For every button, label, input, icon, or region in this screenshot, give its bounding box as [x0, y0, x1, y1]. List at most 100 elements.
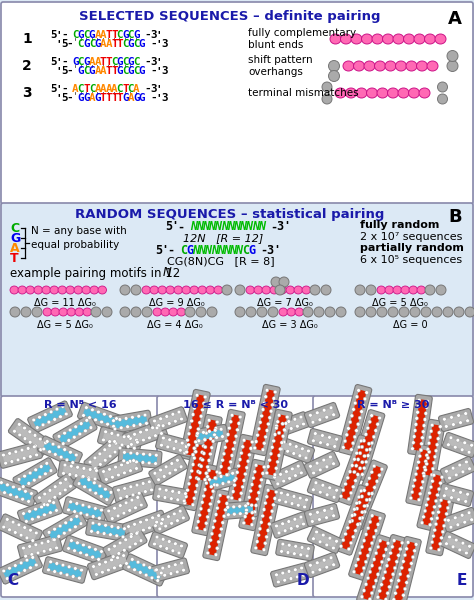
Circle shape: [248, 453, 251, 457]
Text: ': ': [55, 66, 62, 76]
Ellipse shape: [340, 34, 352, 44]
Circle shape: [395, 560, 399, 563]
Circle shape: [352, 535, 355, 539]
Circle shape: [281, 522, 284, 526]
Circle shape: [161, 424, 165, 427]
Circle shape: [172, 447, 176, 451]
Circle shape: [411, 441, 415, 445]
Circle shape: [71, 461, 74, 464]
Circle shape: [156, 575, 160, 579]
Circle shape: [328, 455, 332, 459]
Circle shape: [357, 389, 360, 392]
Circle shape: [283, 578, 286, 582]
Circle shape: [447, 500, 451, 504]
Text: C: C: [89, 84, 95, 94]
Circle shape: [163, 496, 167, 499]
FancyBboxPatch shape: [63, 535, 108, 565]
Text: R = Nᴮ ≥ 30: R = Nᴮ ≥ 30: [357, 400, 429, 410]
Text: partially random: partially random: [360, 243, 464, 253]
Circle shape: [67, 547, 70, 550]
Circle shape: [417, 460, 420, 464]
FancyBboxPatch shape: [3, 520, 37, 541]
Circle shape: [315, 461, 319, 465]
Circle shape: [136, 440, 139, 444]
Circle shape: [138, 422, 142, 426]
Circle shape: [417, 498, 421, 502]
Circle shape: [332, 563, 336, 566]
Circle shape: [142, 528, 145, 532]
Circle shape: [253, 446, 256, 450]
Circle shape: [318, 518, 321, 521]
Circle shape: [91, 515, 95, 518]
Circle shape: [350, 448, 353, 451]
Circle shape: [164, 465, 168, 469]
Circle shape: [318, 418, 322, 422]
Text: T: T: [106, 93, 112, 103]
Ellipse shape: [43, 308, 52, 316]
Circle shape: [21, 497, 24, 501]
Circle shape: [299, 415, 303, 419]
Circle shape: [304, 456, 308, 460]
Text: G: G: [133, 93, 140, 103]
Circle shape: [78, 432, 82, 436]
Circle shape: [346, 526, 349, 530]
Circle shape: [410, 307, 420, 317]
Circle shape: [413, 549, 417, 553]
Circle shape: [55, 562, 59, 565]
Circle shape: [30, 492, 33, 496]
Circle shape: [347, 497, 351, 501]
Circle shape: [154, 462, 157, 466]
Text: C: C: [83, 30, 90, 40]
Circle shape: [466, 419, 469, 422]
Circle shape: [294, 445, 298, 448]
Circle shape: [415, 416, 419, 420]
Circle shape: [460, 448, 464, 452]
Circle shape: [135, 460, 138, 464]
FancyBboxPatch shape: [154, 537, 182, 553]
Circle shape: [388, 307, 398, 317]
Ellipse shape: [356, 88, 367, 98]
Circle shape: [239, 451, 243, 455]
Circle shape: [129, 451, 133, 455]
Circle shape: [457, 498, 460, 502]
Text: -: -: [150, 39, 156, 49]
Circle shape: [173, 419, 177, 423]
Circle shape: [393, 592, 397, 595]
FancyBboxPatch shape: [185, 445, 205, 505]
Circle shape: [14, 564, 17, 568]
Circle shape: [78, 577, 81, 580]
FancyBboxPatch shape: [251, 484, 281, 556]
FancyBboxPatch shape: [262, 409, 292, 481]
Circle shape: [400, 566, 403, 569]
Text: G: G: [139, 66, 146, 76]
Ellipse shape: [346, 88, 356, 98]
Ellipse shape: [161, 308, 170, 316]
Circle shape: [354, 401, 357, 405]
Circle shape: [206, 475, 210, 478]
Circle shape: [322, 458, 326, 462]
Text: N: N: [221, 220, 228, 233]
Circle shape: [341, 488, 345, 492]
Circle shape: [364, 433, 368, 436]
Circle shape: [300, 471, 303, 475]
Circle shape: [229, 420, 232, 424]
Circle shape: [49, 410, 53, 413]
Text: G: G: [83, 39, 90, 49]
Circle shape: [39, 448, 43, 451]
Circle shape: [210, 496, 214, 499]
FancyBboxPatch shape: [362, 540, 388, 600]
FancyBboxPatch shape: [123, 554, 167, 586]
Circle shape: [132, 424, 136, 427]
Text: A: A: [133, 84, 140, 94]
Circle shape: [210, 446, 214, 449]
Circle shape: [269, 409, 273, 413]
Text: G: G: [139, 39, 146, 49]
Circle shape: [428, 436, 432, 439]
Circle shape: [384, 548, 388, 551]
FancyBboxPatch shape: [33, 406, 67, 428]
Circle shape: [49, 469, 53, 472]
Circle shape: [392, 539, 396, 542]
Circle shape: [426, 448, 429, 451]
Text: ': ': [273, 244, 280, 257]
Circle shape: [271, 403, 274, 407]
